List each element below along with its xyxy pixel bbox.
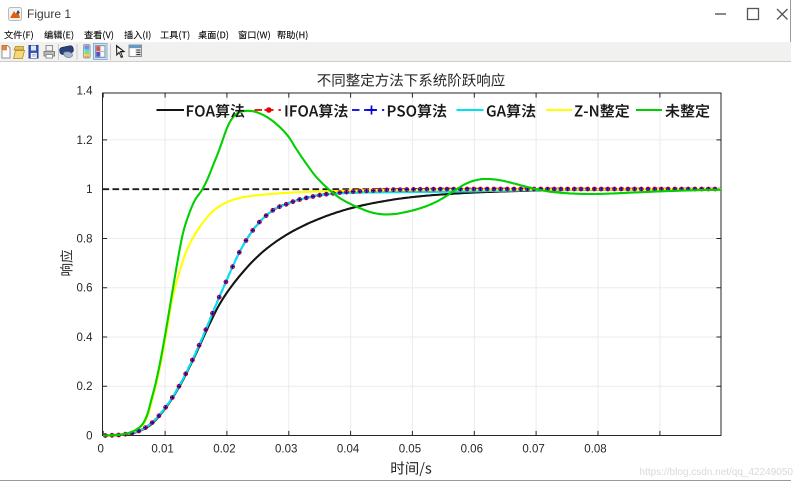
svg-text:0: 0: [86, 431, 92, 443]
svg-text:0.04: 0.04: [337, 443, 360, 455]
svg-text:0.07: 0.07: [522, 443, 544, 455]
svg-text:0: 0: [97, 443, 103, 455]
svg-text:0.8: 0.8: [77, 234, 93, 246]
svg-text:1: 1: [86, 184, 92, 196]
svg-text:1.2: 1.2: [77, 135, 93, 147]
svg-text:0.01: 0.01: [151, 443, 173, 455]
svg-text:0.2: 0.2: [77, 381, 93, 393]
svg-text:0.06: 0.06: [461, 443, 483, 455]
svg-text:0.03: 0.03: [275, 443, 297, 455]
svg-text:0.05: 0.05: [399, 443, 421, 455]
svg-text:0.02: 0.02: [213, 443, 235, 455]
svg-text:0.08: 0.08: [584, 443, 606, 455]
svg-text:1.4: 1.4: [77, 86, 94, 98]
svg-text:0.6: 0.6: [77, 283, 93, 295]
svg-text:0.4: 0.4: [77, 332, 94, 344]
